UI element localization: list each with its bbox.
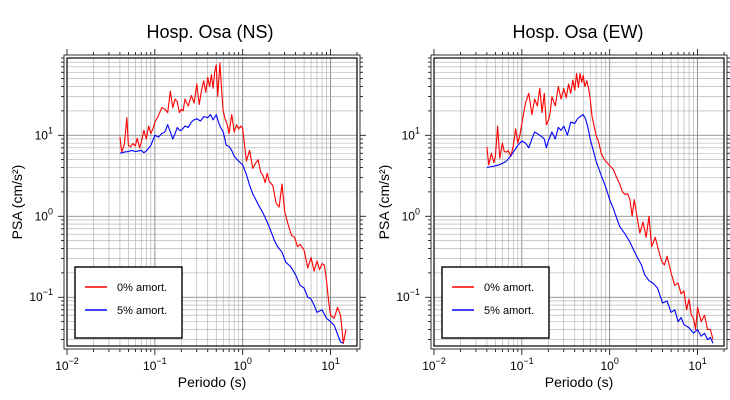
x-tick-label-exp: 1 [702, 356, 707, 366]
x-tick-label: 101 [321, 356, 339, 373]
y-tick-label: 100 [402, 206, 420, 223]
x-tick-label-base: 10 [143, 359, 157, 373]
x-tick-label: 101 [688, 356, 706, 373]
x-tick-label-base: 10 [234, 359, 248, 373]
y-tick-label-base: 10 [402, 128, 416, 142]
y-tick-label-base: 10 [35, 128, 49, 142]
x-tick-label: 100 [234, 356, 252, 373]
y-tick-label: 10−1 [396, 287, 420, 304]
y-tick-label: 101 [402, 125, 420, 142]
plot-frame [66, 57, 358, 347]
chart-title: Hosp. Osa (EW) [512, 22, 643, 42]
y-axis-label: PSA (cm/s²) [9, 165, 25, 240]
y-tick-label-exp: 1 [415, 125, 420, 135]
legend-label-0: 0% amort. [117, 282, 167, 294]
legend: 0% amort. 5% amort. [74, 266, 183, 339]
y-tick-label: 10−1 [29, 287, 53, 304]
x-tick-label-base: 10 [510, 359, 524, 373]
series-line-1 [119, 114, 344, 344]
x-tick-label-base: 10 [422, 359, 436, 373]
x-tick-label-base: 10 [601, 359, 615, 373]
x-tick-label-exp: 0 [614, 356, 619, 366]
y-tick-label-exp: 0 [415, 206, 420, 216]
axis-ticks [58, 49, 366, 355]
x-tick-label: 10−2 [422, 356, 446, 373]
legend-label-1: 5% amort. [484, 305, 534, 317]
plot-frame-outer [63, 54, 361, 350]
series-line-0 [486, 72, 714, 340]
plot-frame-outer [430, 54, 728, 350]
y-tick-label-base: 10 [402, 209, 416, 223]
y-tick-label-exp: −1 [43, 287, 53, 297]
x-tick-label-exp: −1 [156, 356, 166, 366]
x-tick-label-exp: −1 [523, 356, 533, 366]
y-tick-label-base: 10 [35, 209, 49, 223]
x-tick-label: 100 [601, 356, 619, 373]
y-tick-label-exp: 1 [48, 125, 53, 135]
x-axis-label: Periodo (s) [545, 374, 613, 390]
legend: 0% amort. 5% amort. [441, 266, 550, 339]
plot-frame [433, 57, 725, 347]
series-line-0 [119, 62, 347, 344]
y-tick-label-exp: 0 [48, 206, 53, 216]
y-tick-label: 100 [35, 206, 53, 223]
y-axis-label: PSA (cm/s²) [376, 165, 392, 240]
y-tick-label-base: 10 [29, 290, 43, 304]
x-tick-label-base: 10 [688, 359, 702, 373]
x-tick-label: 10−1 [143, 356, 167, 373]
x-tick-label-base: 10 [55, 359, 69, 373]
legend-box [441, 266, 550, 339]
x-tick-label: 10−2 [55, 356, 79, 373]
y-tick-label-base: 10 [396, 290, 410, 304]
x-tick-label-base: 10 [321, 359, 335, 373]
legend-box [74, 266, 183, 339]
x-tick-label-exp: −2 [69, 356, 79, 366]
legend-label-1: 5% amort. [117, 305, 167, 317]
legend-label-0: 0% amort. [484, 282, 534, 294]
series-line-1 [486, 114, 714, 344]
x-tick-label-exp: −2 [436, 356, 446, 366]
x-tick-label-exp: 0 [247, 356, 252, 366]
x-tick-label: 10−1 [510, 356, 534, 373]
y-tick-label-exp: −1 [410, 287, 420, 297]
x-axis-label: Periodo (s) [178, 374, 246, 390]
chart-title: Hosp. Osa (NS) [146, 22, 273, 42]
x-tick-label-exp: 1 [335, 356, 340, 366]
y-tick-label: 101 [35, 125, 53, 142]
